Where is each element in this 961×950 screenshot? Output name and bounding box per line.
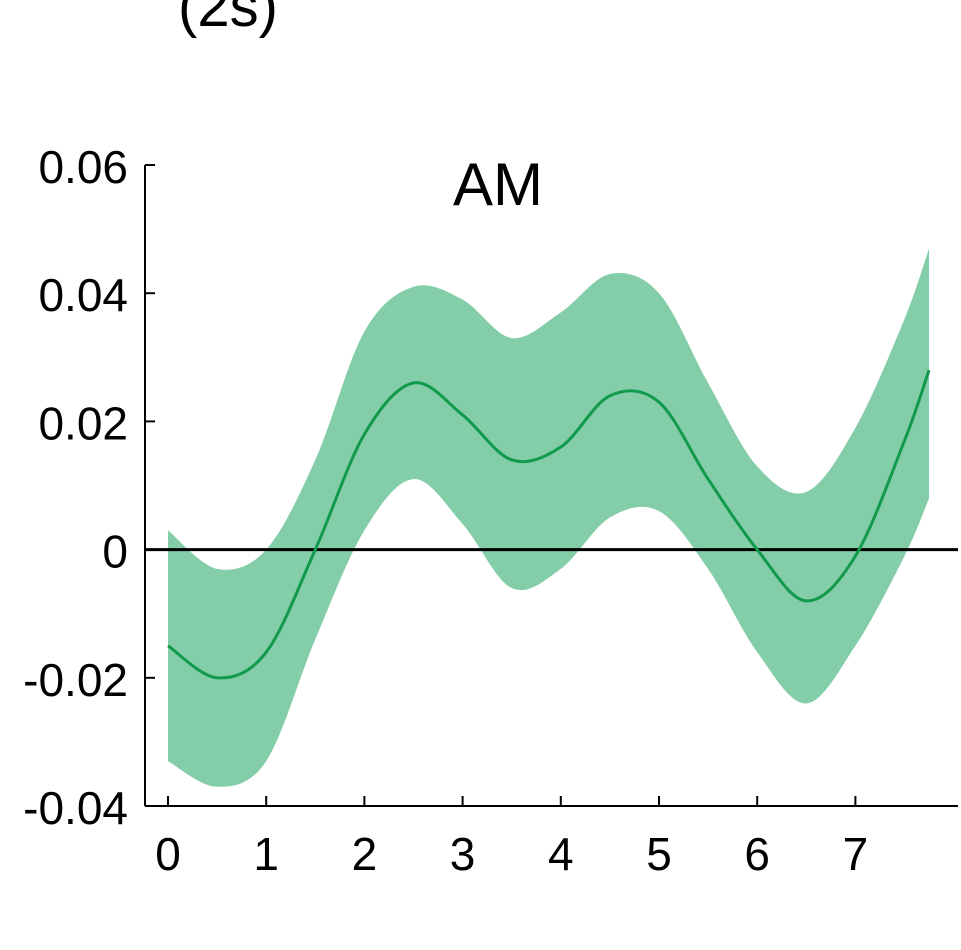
x-tick-label: 6	[744, 828, 770, 880]
confidence-band	[168, 248, 930, 787]
x-tick-label: 4	[548, 828, 574, 880]
x-tick-label: 1	[253, 828, 279, 880]
x-tick-label: 5	[646, 828, 672, 880]
chart-title: AM	[453, 151, 543, 218]
y-tick-label: 0	[102, 526, 128, 578]
x-tick-label: 3	[450, 828, 476, 880]
panel-label: (2s)	[178, 0, 278, 39]
x-tick-label: 7	[843, 828, 869, 880]
y-tick-label: -0.02	[23, 654, 128, 706]
confidence-band-layer	[168, 248, 930, 787]
mean-line	[167, 369, 931, 680]
mean-line-layer	[167, 369, 931, 680]
x-tick-label: 0	[155, 828, 181, 880]
y-tick-label: -0.04	[23, 782, 128, 834]
y-tick-label: 0.04	[38, 269, 128, 321]
y-tick-label: 0.02	[38, 397, 128, 449]
x-tick-label: 2	[352, 828, 378, 880]
axes: -0.04 -0.02 0 0.02 0.04 0.06 0 1 2 3 4 5 6 7	[23, 141, 958, 880]
y-tick-label: 0.06	[38, 141, 128, 193]
